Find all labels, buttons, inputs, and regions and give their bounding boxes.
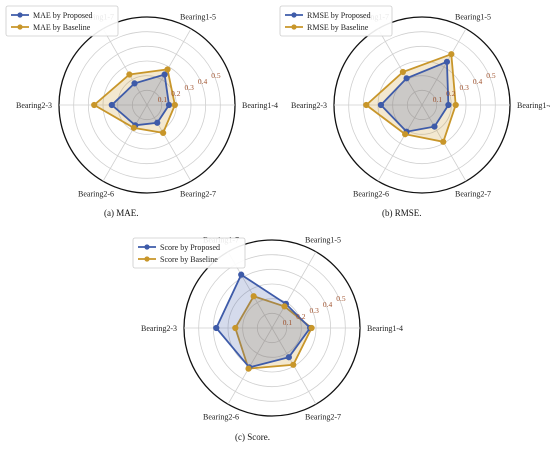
axis-label: Bearing1-4 xyxy=(242,101,278,110)
data-point xyxy=(377,101,385,109)
spoke-line xyxy=(271,251,317,329)
axis-label: Bearing2-6 xyxy=(78,189,114,198)
r-tick-label: 0.3 xyxy=(310,306,320,315)
data-point xyxy=(91,101,98,109)
r-tick-label: 0.4 xyxy=(198,77,208,86)
legend-entry: MAE by Proposed xyxy=(33,11,93,20)
data-point xyxy=(130,124,137,131)
panel-caption: (a) MAE. xyxy=(104,208,139,218)
data-point xyxy=(443,58,451,65)
panel-caption: (c) Score. xyxy=(235,432,270,442)
data-point xyxy=(402,131,409,138)
data-point xyxy=(448,51,455,58)
legend-marker xyxy=(291,12,297,18)
data-point xyxy=(290,361,297,368)
data-point xyxy=(440,138,447,145)
axis-label: Bearing1-5 xyxy=(305,236,341,245)
data-point xyxy=(445,101,452,109)
data-point xyxy=(160,129,167,137)
r-tick-label: 0.2 xyxy=(296,312,306,321)
legend-marker xyxy=(144,256,150,262)
axis-label: Bearing1-4 xyxy=(517,101,550,110)
data-point xyxy=(171,101,178,109)
axis-label: Bearing2-7 xyxy=(305,412,341,421)
data-point xyxy=(431,123,438,130)
spoke-line xyxy=(421,28,467,106)
data-point xyxy=(238,271,245,278)
spoke-line xyxy=(377,104,423,182)
legend-entry: Score by Baseline xyxy=(160,255,218,264)
data-point xyxy=(232,324,239,332)
r-tick-label: 0.1 xyxy=(158,95,168,104)
r-tick-label: 0.4 xyxy=(473,77,483,86)
data-point xyxy=(452,101,459,109)
axis-label: Bearing2-3 xyxy=(291,101,327,110)
axis-label: Bearing1-5 xyxy=(180,13,216,22)
legend: MAE by Proposed MAE by Baseline xyxy=(5,5,119,37)
legend: Score by Proposed Score by Baseline xyxy=(132,237,246,269)
data-point xyxy=(165,101,173,109)
data-point xyxy=(399,68,407,76)
r-tick-label: 0.5 xyxy=(336,294,346,303)
r-tick-label: 0.4 xyxy=(323,300,333,309)
spoke-line xyxy=(102,104,148,182)
data-point xyxy=(161,71,168,78)
spoke-line xyxy=(102,28,148,106)
data-point xyxy=(164,66,171,73)
legend-entry: MAE by Baseline xyxy=(33,23,91,32)
data-point xyxy=(108,101,115,109)
radar-panel-3: 0.10.2 0.30.40.5 Bearing1-4 Bearing1-5 Beari… xyxy=(132,236,403,442)
radar-panel-2: 0.10.2 0.30.40.5 Bearing1-4 Bearing1-5 Beari… xyxy=(279,5,550,218)
axis-label: Bearing2-6 xyxy=(353,189,389,198)
axis-label: Bearing2-3 xyxy=(16,101,52,110)
axis-label: Bearing2-7 xyxy=(455,189,491,198)
r-tick-label: 0.1 xyxy=(433,95,443,104)
legend-entry: RMSE by Proposed xyxy=(307,11,371,20)
data-point xyxy=(285,354,292,361)
data-point xyxy=(403,75,410,82)
legend-marker xyxy=(17,24,23,30)
legend-box xyxy=(279,5,393,37)
data-point xyxy=(213,324,220,332)
legend-marker xyxy=(144,244,150,250)
spoke-line xyxy=(377,28,423,106)
legend: RMSE by Proposed RMSE by Baseline xyxy=(279,5,393,37)
panel-caption: (b) RMSE. xyxy=(382,208,422,218)
data-point xyxy=(308,324,315,332)
r-tick-label: 0.2 xyxy=(446,89,456,98)
data-point xyxy=(154,119,161,126)
legend-box xyxy=(5,5,119,37)
axis-label: Bearing1-5 xyxy=(455,13,491,22)
axis-label: Bearing2-6 xyxy=(203,412,239,421)
r-tick-label: 0.2 xyxy=(171,89,181,98)
r-tick-label: 0.1 xyxy=(283,318,293,327)
data-point xyxy=(126,71,133,78)
data-point xyxy=(245,365,252,372)
axis-label: Bearing2-3 xyxy=(141,324,177,333)
data-point xyxy=(281,303,288,310)
spoke-line xyxy=(146,104,192,182)
radar-panel-1: 0.10.2 0.30.40.5 Bearing1-4 Bearing1-5 Beari… xyxy=(5,5,278,218)
r-tick-label: 0.3 xyxy=(460,83,470,92)
r-tick-label: 0.5 xyxy=(486,71,496,80)
legend-marker xyxy=(17,12,23,18)
axis-label: Bearing2-7 xyxy=(180,189,216,198)
data-point xyxy=(131,80,138,87)
axis-label: Bearing1-4 xyxy=(367,324,403,333)
r-tick-label: 0.3 xyxy=(185,83,195,92)
legend-entry: RMSE by Baseline xyxy=(307,23,369,32)
r-tick-label: 0.5 xyxy=(211,71,221,80)
data-point xyxy=(250,293,257,300)
legend-marker xyxy=(291,24,297,30)
data-point xyxy=(363,101,370,109)
legend-box xyxy=(132,237,246,269)
legend-entry: Score by Proposed xyxy=(160,243,220,252)
